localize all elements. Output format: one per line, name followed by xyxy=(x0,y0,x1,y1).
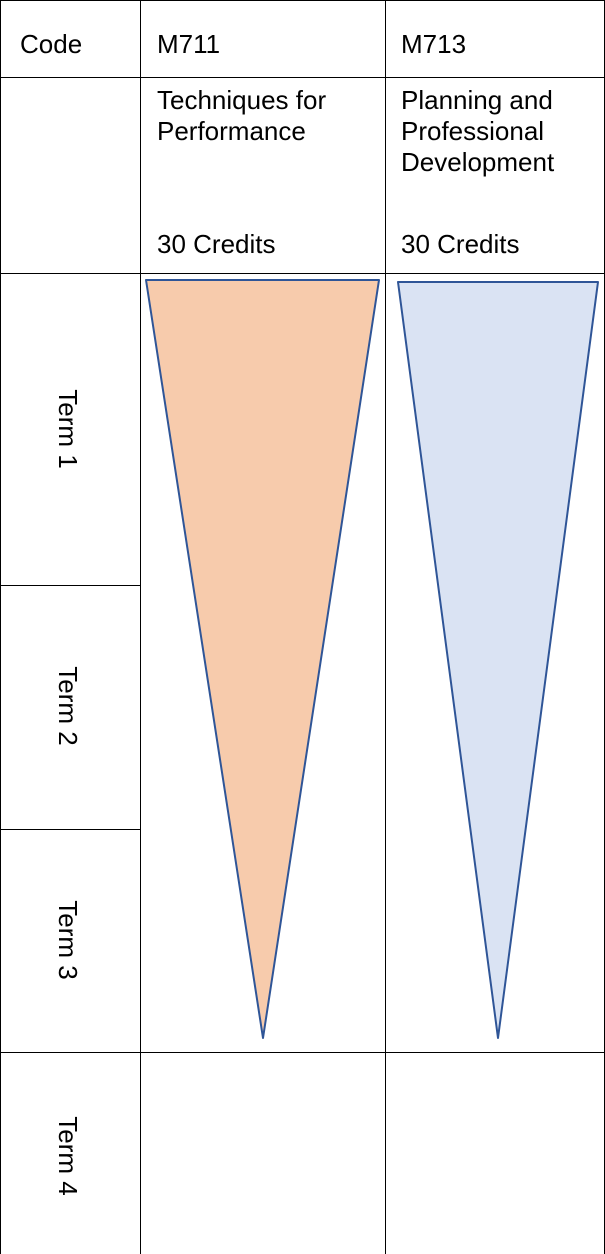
code-label: Code xyxy=(20,29,83,59)
module-duration-triangle-2 xyxy=(397,281,599,1039)
table-border-top xyxy=(0,0,605,1)
module-code-2: M713 xyxy=(401,29,467,59)
column-divider-1 xyxy=(140,0,141,1254)
column-divider-2 xyxy=(385,0,386,1254)
module-title-2-line-3: Development xyxy=(401,147,555,177)
module-code-1: M711 xyxy=(157,29,221,59)
module-credits-2: 30 Credits xyxy=(401,229,520,259)
table-header-divider xyxy=(0,77,605,78)
module-title-1-line-2: Performance xyxy=(157,116,306,146)
module-credits-1: 30 Credits xyxy=(157,229,276,259)
module-title-2-line-1: Planning and xyxy=(401,85,553,115)
module-duration-triangle-1 xyxy=(145,279,380,1039)
module-title-2-line-2: Professional xyxy=(401,116,545,146)
term-divider-2 xyxy=(0,829,140,830)
term-divider-1 xyxy=(0,585,140,586)
term-divider-3 xyxy=(0,1052,605,1053)
module-title-1-line-1: Techniques for xyxy=(157,85,327,115)
table-border-left xyxy=(0,0,1,1254)
table-body-divider xyxy=(0,273,605,274)
